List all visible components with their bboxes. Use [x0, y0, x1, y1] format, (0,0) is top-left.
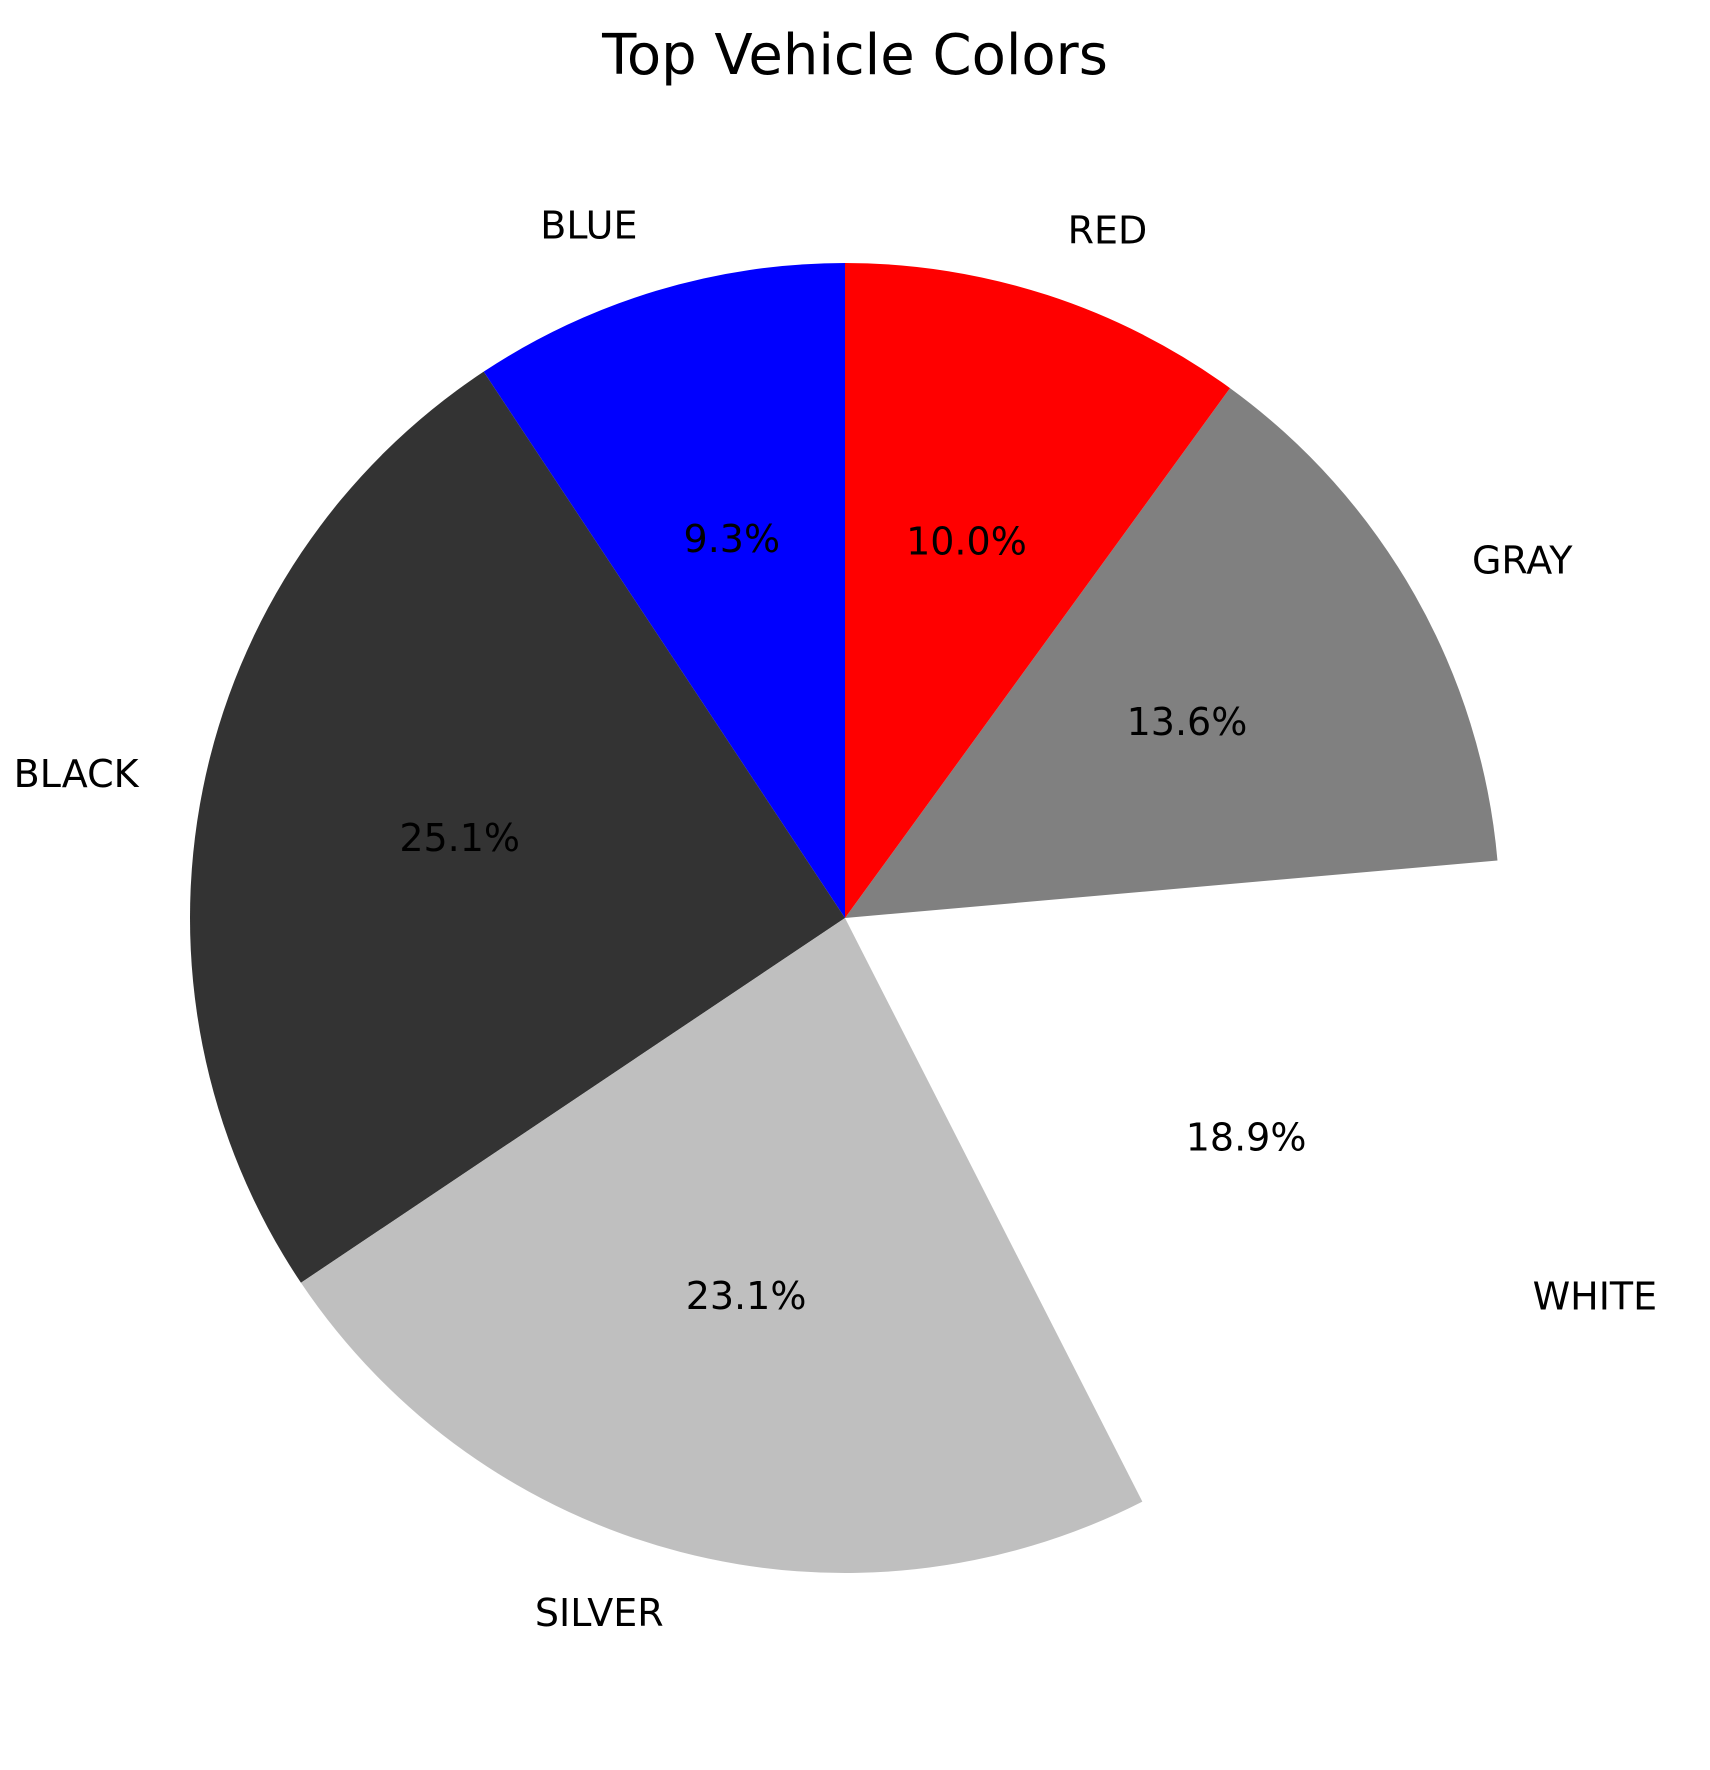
slice-label-blue: BLUE [540, 204, 637, 248]
pie-slice-blue [483, 263, 845, 918]
slice-label-black: BLACK [14, 752, 140, 796]
pie-labels: BLUE 9.3% BLACK 25.1% SILVER 23.1% WHITE 18.9% G… [14, 204, 1658, 1635]
slice-label-silver: SILVER [535, 1591, 664, 1635]
slice-percent-black: 25.1% [399, 816, 520, 860]
pie-slice-white [902, 892, 1558, 1534]
pie-slice-gray [845, 388, 1498, 918]
pie-slice-black [189, 371, 845, 1283]
slice-percent-red: 10.0% [906, 520, 1027, 564]
pie-slice-silver [300, 918, 1143, 1573]
slice-percent-gray: 13.6% [1127, 700, 1248, 744]
slice-percent-silver: 23.1% [686, 1274, 807, 1318]
slice-label-white: WHITE [1533, 1274, 1658, 1318]
slice-percent-white: 18.9% [1186, 1116, 1307, 1160]
pie-slices [189, 263, 1558, 1573]
slice-label-gray: GRAY [1472, 538, 1573, 582]
pie-slice-red [845, 263, 1230, 918]
slice-label-red: RED [1068, 208, 1148, 252]
chart-title: Top Vehicle Colors [601, 23, 1108, 88]
slice-percent-blue: 9.3% [684, 517, 781, 561]
